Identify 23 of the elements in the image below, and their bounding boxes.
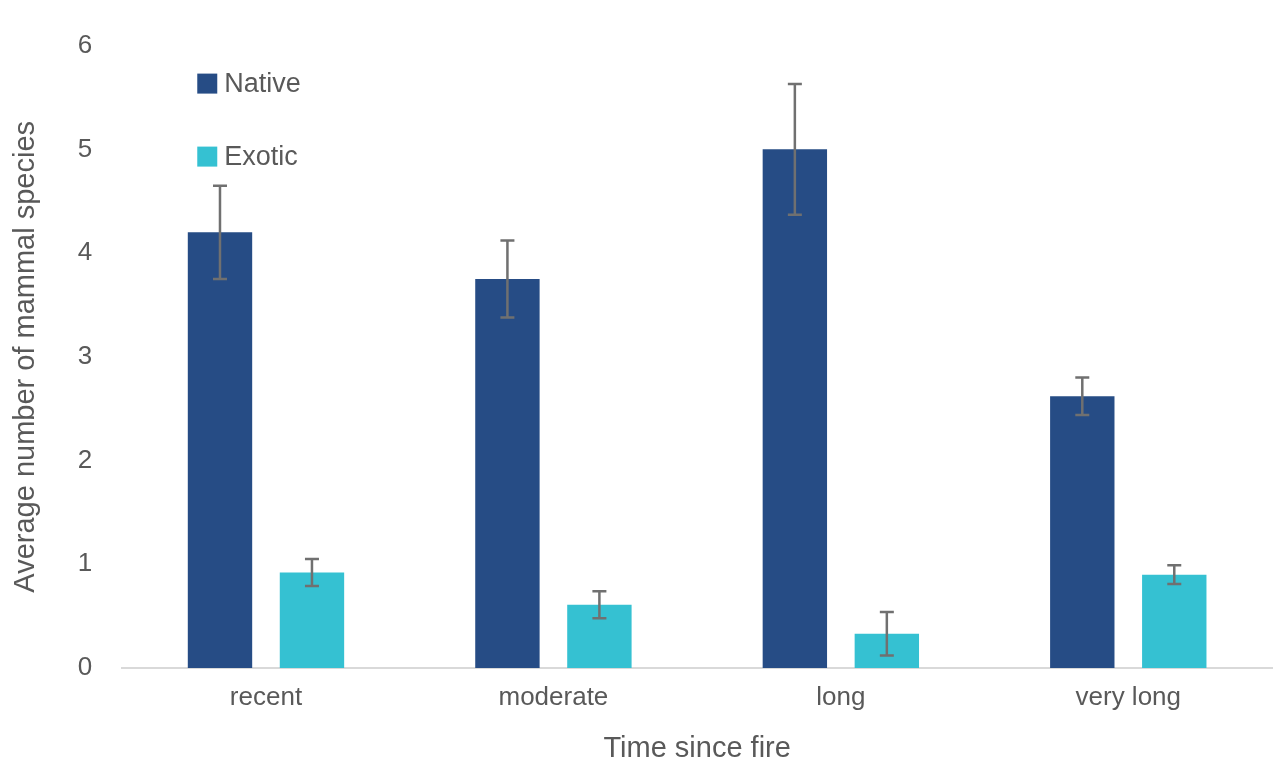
x-tick-label: very long xyxy=(1075,680,1182,711)
legend-label: Native xyxy=(224,68,301,99)
bar xyxy=(475,279,540,668)
y-tick-label: 4 xyxy=(77,236,93,267)
y-tick-label: 6 xyxy=(77,28,93,59)
x-tick-label: long xyxy=(816,680,866,711)
bar xyxy=(1142,574,1207,668)
y-tick-label: 5 xyxy=(77,132,93,163)
bar xyxy=(762,149,828,668)
bar xyxy=(187,232,253,668)
y-tick-label: 2 xyxy=(77,443,93,474)
x-tick-label: recent xyxy=(229,680,303,711)
bar xyxy=(279,572,345,668)
y-axis-title: Average number of mammal species xyxy=(8,120,41,593)
y-tick-label: 0 xyxy=(77,651,93,682)
bar xyxy=(567,604,632,668)
x-tick-label: moderate xyxy=(498,680,609,711)
x-axis-title: Time since fire xyxy=(603,730,791,763)
bar xyxy=(854,633,920,668)
bar xyxy=(1050,396,1115,668)
legend-label: Exotic xyxy=(224,141,298,172)
y-tick-label: 3 xyxy=(77,339,93,370)
y-tick-label: 1 xyxy=(77,547,93,578)
